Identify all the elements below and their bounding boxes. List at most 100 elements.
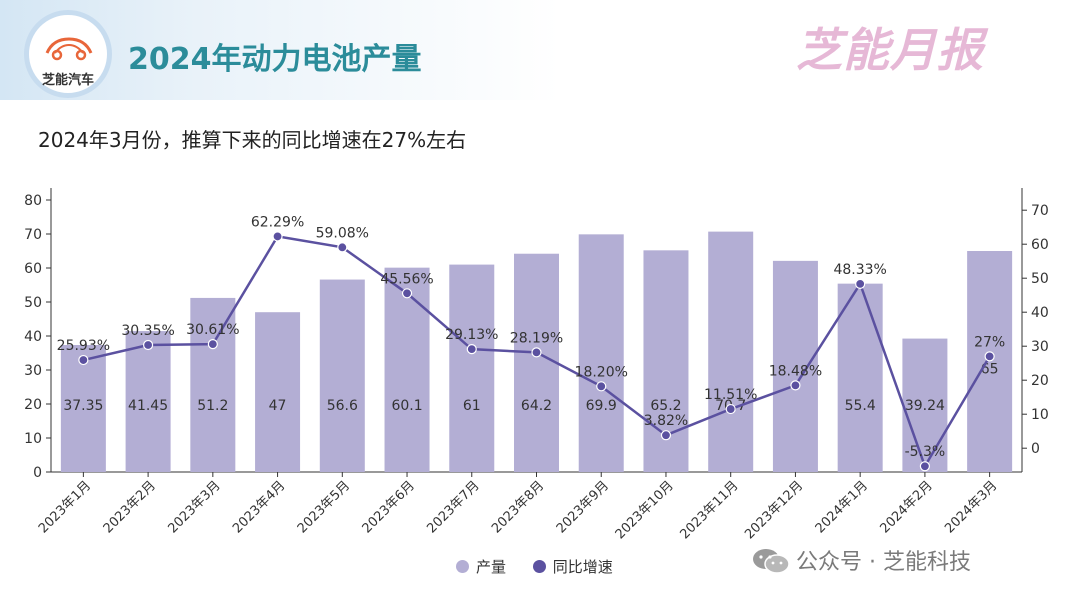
x-tick-label: 2023年2月 [101,478,159,536]
growth-value-label: 30.35% [121,323,174,339]
bar [125,331,171,472]
bar-value-label: 56.6 [327,398,358,414]
chart-subtitle: 2024年3月份，推算下来的同比增速在27%左右 [38,128,467,152]
x-tick-label: 2023年8月 [489,478,547,536]
x-tick-label: 2024年2月 [877,478,935,536]
x-tick-label: 2023年1月 [36,478,94,536]
growth-point [401,288,413,299]
bar-value-label: 60.1 [391,398,422,414]
y-left-tick-label: 30 [24,363,42,379]
x-tick-label: 2023年11月 [677,478,741,542]
legend-label-production: 产量 [476,558,507,576]
legend-item-production[interactable]: 产量 [456,556,506,577]
x-tick-label: 2024年3月 [942,478,1000,536]
growth-point [466,344,477,355]
y-right-tick-label: 70 [1031,203,1049,219]
x-tick-label: 2023年7月 [424,478,482,536]
y-right-tick-label: 40 [1031,305,1049,321]
legend-bar-swatch [456,560,469,573]
car-logo-icon [45,37,93,61]
growth-point [660,430,672,441]
growth-value-label: 11.51% [704,387,757,403]
bar-value-label: 51.2 [197,398,228,414]
growth-value-label: -5.3% [905,444,946,460]
growth-value-label: 25.93% [57,338,110,354]
growth-point [919,461,931,472]
logo: 芝能汽车 [24,10,112,98]
bar [578,234,624,472]
growth-point [143,339,154,351]
x-tick-label: 2023年6月 [360,478,418,536]
bar [190,297,236,472]
growth-point [855,278,866,289]
y-left-tick-label: 70 [24,227,42,243]
growth-point [207,339,218,350]
growth-value-label: 59.08% [316,225,369,241]
bar [708,231,754,472]
bar [60,345,106,472]
growth-point [272,231,283,242]
y-right-tick-label: 0 [1031,441,1040,457]
bar [837,283,883,472]
bar-value-label: 69.9 [586,398,617,414]
bar [319,279,365,472]
growth-value-label: 28.19% [510,330,563,346]
x-tick-label: 2023年3月 [165,478,223,536]
y-right-tick-label: 10 [1031,407,1049,423]
logo-label: 芝能汽车 [41,73,94,88]
y-right-tick-label: 30 [1031,339,1049,355]
growth-value-label: 62.29% [251,214,304,230]
x-tick-label: 2023年5月 [295,478,353,536]
growth-point [531,347,542,358]
legend: 产量 同比增速 [456,556,635,577]
growth-point [984,351,995,362]
wechat-icon [753,549,790,574]
y-right-tick-label: 50 [1031,271,1049,287]
brand-mark: 芝能月报 [796,23,984,77]
x-tick-label: 2023年12月 [742,478,806,542]
bar [255,312,301,472]
y-right-tick-label: 20 [1031,373,1049,389]
bar-value-label: 65.2 [650,398,681,414]
bar [514,253,559,472]
y-left-tick-label: 80 [24,193,42,209]
bar-value-label: 55.4 [845,398,876,414]
x-tick-label: 2023年10月 [613,478,677,542]
bar [772,260,818,472]
growth-point [78,354,89,366]
growth-point [790,380,801,391]
y-left-tick-label: 0 [33,465,42,481]
x-tick-label: 2023年4月 [230,478,288,536]
watermark-text: 公众号 · 芝能科技 [796,550,971,575]
growth-point [596,381,607,392]
bar [902,338,948,472]
bar-value-label: 39.24 [905,398,945,414]
growth-value-label: 18.48% [769,363,822,379]
y-left-tick-label: 60 [24,261,42,277]
bar-value-label: 64.2 [521,398,552,414]
bar-value-label: 41.45 [128,398,168,414]
bar [967,251,1013,472]
bar-value-label: 37.35 [63,398,103,414]
y-left-tick-label: 50 [24,295,42,311]
y-left-tick-label: 20 [24,397,42,413]
bar-value-label: 61 [463,398,481,414]
growth-point [725,403,736,415]
x-tick-label: 2024年1月 [813,478,871,536]
growth-value-label: 18.20% [575,364,628,380]
bar-value-label: 47 [269,398,287,414]
growth-value-label: 3.82% [644,413,688,429]
bar [384,267,430,472]
growth-value-label: 27% [974,334,1005,350]
y-right-tick-label: 60 [1031,237,1049,253]
y-left-tick-label: 40 [24,329,42,345]
legend-item-growth[interactable]: 同比增速 [532,556,613,577]
y-left-tick-label: 10 [24,431,42,447]
bar [449,264,495,472]
growth-value-label: 45.56% [380,271,433,287]
growth-value-label: 29.13% [445,327,498,343]
legend-line-swatch [532,560,546,573]
chart: 0 10 20 30 40 50 60 70 80 0 10 20 30 40 50 60 70 37.35 41.… [24,188,1049,542]
x-tick-label: 2023年9月 [554,478,612,536]
growth-point [337,242,348,253]
